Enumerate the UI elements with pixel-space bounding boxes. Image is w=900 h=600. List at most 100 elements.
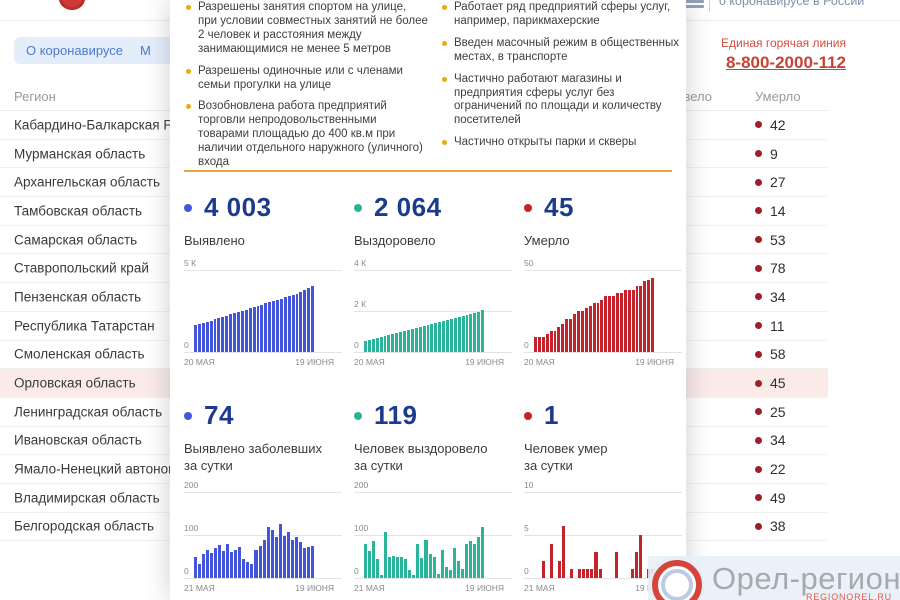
chart-bar [426, 324, 430, 352]
death-dot-icon [755, 322, 762, 330]
deaths-cell: 58 [755, 346, 786, 362]
chart-bar [194, 325, 197, 352]
death-dot-icon [755, 465, 762, 473]
chart-bar [460, 569, 464, 578]
chart-bar [537, 337, 541, 352]
chart-bar [306, 547, 310, 578]
chart-bar [651, 278, 655, 352]
chart-confirmed-total: 5 К 0 20 МАЯ 19 ИЮНЯ [184, 258, 342, 367]
measures-button-label: М [140, 43, 151, 58]
gridline [524, 270, 682, 271]
chart-bar [250, 563, 254, 578]
stat-block: 74 Выявлено заболевших за сутки [184, 400, 344, 474]
chart-bar [634, 552, 638, 578]
deaths-count: 78 [770, 260, 786, 277]
chart-bar [442, 321, 446, 352]
hotline-phone-link[interactable]: 8-800-2000-112 [725, 53, 846, 72]
chart-bar [638, 535, 642, 578]
gridline [354, 352, 512, 353]
chart-bar [631, 289, 635, 352]
axis-tick-label: 0 [184, 566, 189, 576]
death-dot-icon [755, 207, 762, 215]
restrictions-left: Разрешены занятия спортом на улице, при … [184, 1, 428, 178]
about-coronavirus-button[interactable]: О коронавирусе ▾ [14, 37, 146, 64]
chart-bar [233, 313, 236, 352]
chart-bar [639, 286, 643, 352]
chart-bar [434, 323, 438, 352]
stat-block: 45 Умерло [524, 192, 684, 249]
chart-bar [400, 557, 404, 578]
stat-dot-icon [354, 203, 362, 212]
chart-bar [598, 569, 602, 578]
chart-bar [565, 319, 569, 352]
site-logo-icon[interactable] [59, 0, 85, 10]
chart-bar [240, 310, 244, 352]
chart-bar [260, 304, 264, 352]
chart-bars [364, 262, 485, 352]
axis-tick-label: 0 [354, 566, 359, 576]
chart-bar [553, 330, 557, 352]
chart-bar [578, 569, 582, 578]
x-axis-label: 21 МАЯ [354, 583, 385, 593]
chart-bars [194, 262, 315, 352]
chart-bar [604, 296, 608, 352]
death-dot-icon [755, 379, 762, 387]
chart-bar [406, 329, 410, 352]
gridline [354, 270, 512, 271]
deaths-cell: 53 [755, 232, 786, 248]
deaths-cell: 11 [755, 318, 785, 334]
stat-value: 4 003 [204, 192, 272, 222]
chart-bar [542, 560, 546, 578]
chart-bar [600, 299, 604, 352]
chart-bar [252, 307, 256, 352]
chart-bars [534, 262, 655, 352]
chart-bar [256, 305, 260, 352]
chart-bar [596, 302, 600, 352]
axis-tick-label: 0 [524, 566, 529, 576]
restriction-item: Частично работают магазины и предприятия… [440, 73, 684, 129]
chart-bar [440, 549, 444, 578]
hotline-label: Единая горячая линия [721, 36, 846, 50]
restriction-item: Возобновлена работа предприятий торговли… [184, 100, 428, 170]
chart-bar [465, 315, 469, 352]
chart-bar [238, 547, 242, 578]
chart-bar [388, 557, 392, 578]
stat-value: 74 [204, 400, 234, 430]
deaths-cell: 38 [755, 518, 786, 534]
chart-bar [412, 574, 416, 578]
stat-label: Человек умер за сутки [524, 441, 608, 473]
deaths-cell: 78 [755, 260, 786, 276]
deaths-count: 27 [770, 174, 786, 191]
axis-tick-label: 100 [354, 523, 369, 533]
x-axis-label: 19 ИЮНЯ [295, 583, 334, 593]
axis-tick-label: 2 К [354, 299, 367, 309]
column-header-deaths: Умерло [755, 89, 801, 104]
chart-bar [276, 299, 279, 352]
axis-tick-label: 5 К [184, 258, 197, 268]
region-name: Пензенская область [14, 289, 142, 305]
chart-bar [302, 547, 306, 578]
chart-bar [586, 569, 590, 578]
chart-bar [254, 549, 258, 578]
stat-block: 1 Человек умер за сутки [524, 400, 684, 474]
deaths-cell: 22 [755, 461, 786, 477]
chart-bar [576, 311, 580, 352]
section-divider [184, 170, 672, 172]
chart-bar [213, 319, 217, 352]
axis-tick-label: 50 [524, 258, 534, 268]
region-name: Ивановская область [14, 432, 142, 448]
chart-bar [364, 340, 367, 352]
chart-bar [236, 311, 240, 352]
chart-bar [298, 542, 302, 578]
chart-bar [383, 335, 387, 352]
restriction-item: Частично открыты парки и скверы [440, 136, 684, 150]
chart-deaths-total: 50 0 20 МАЯ 19 ИЮНЯ [524, 258, 682, 367]
chart-bar [550, 543, 554, 578]
restriction-item: Введен масочный режим в общественных мес… [440, 37, 684, 65]
gridline [184, 270, 342, 271]
chart-bar [387, 334, 391, 352]
deaths-count: 34 [770, 288, 786, 305]
stat-block: 119 Человек выздоровело за сутки [354, 400, 514, 474]
deaths-cell: 27 [755, 174, 786, 190]
